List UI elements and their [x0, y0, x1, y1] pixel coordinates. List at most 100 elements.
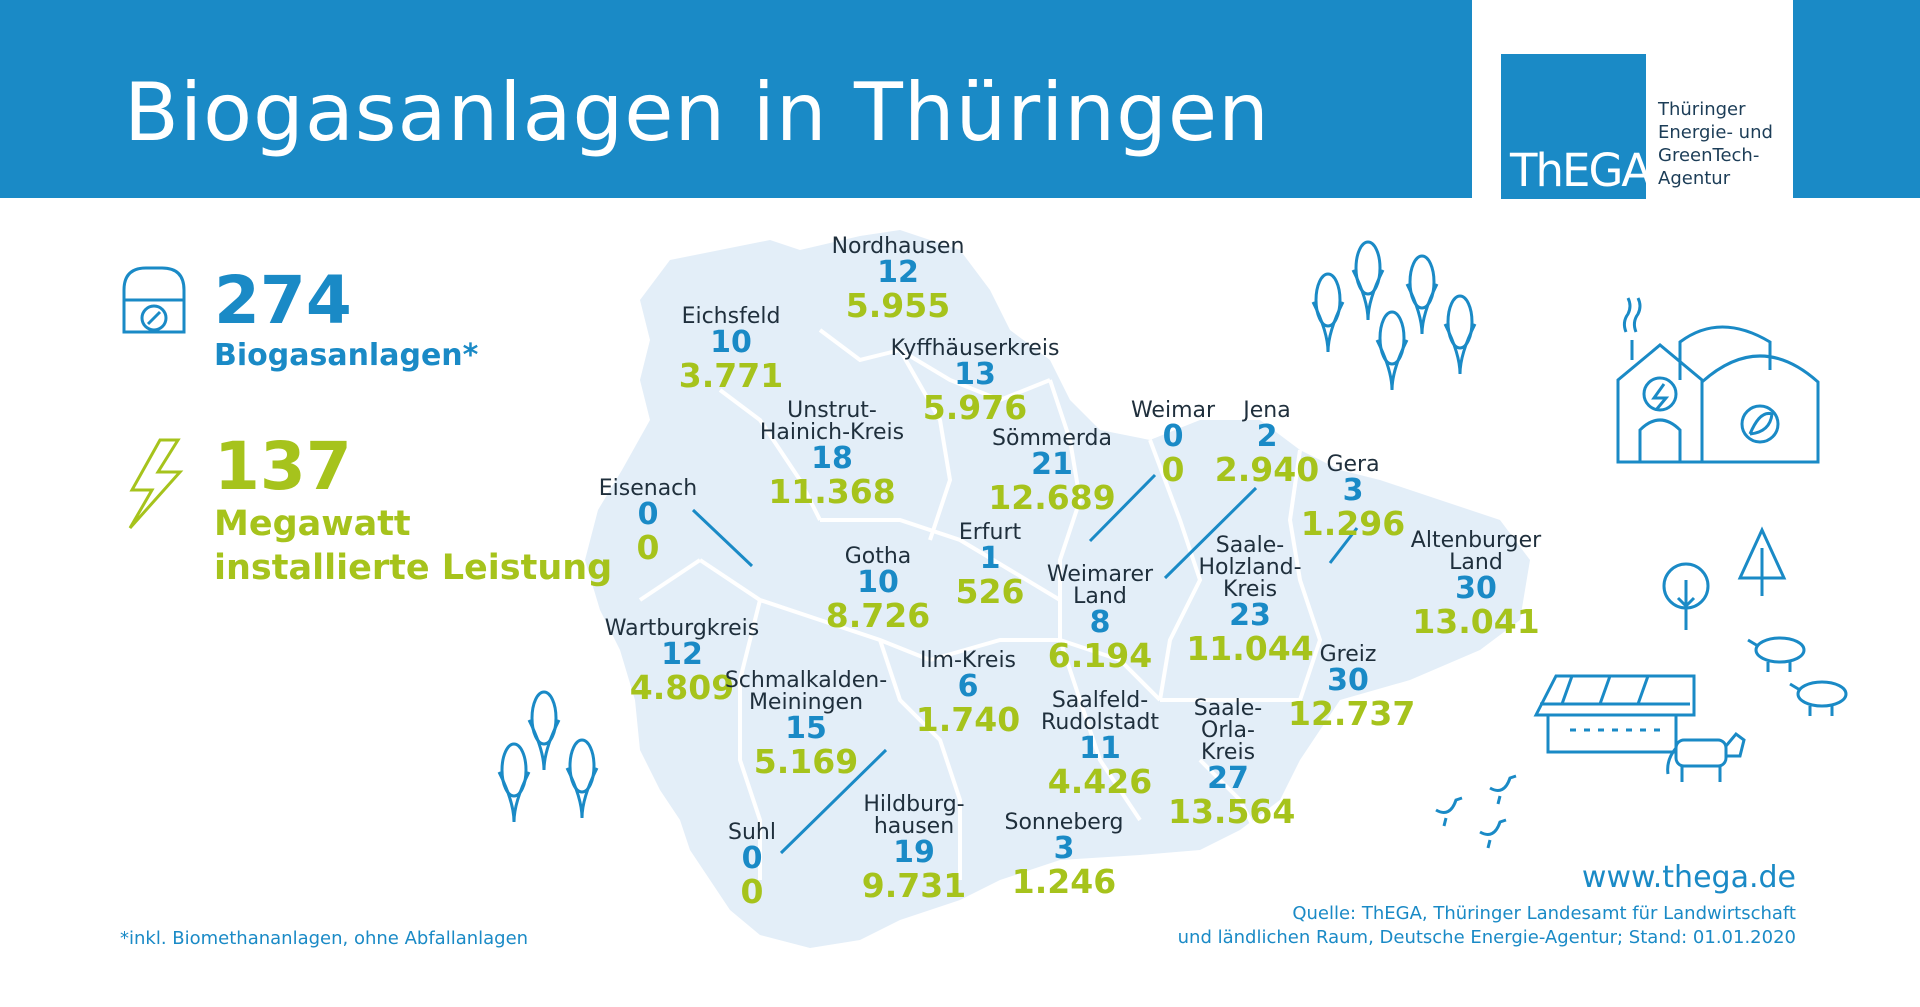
source-text: Quelle: ThEGA, Thüringer Landesamt für L…	[1178, 902, 1796, 950]
region-mw: 0	[1161, 450, 1185, 489]
region-name: Wartburgkreis	[604, 616, 760, 641]
region-count: 23	[1229, 598, 1271, 633]
thega-logo[interactable]	[1501, 54, 1646, 199]
region-name: Rudolstadt	[1041, 710, 1159, 735]
region-name: Schmalkalden-	[724, 668, 888, 693]
region-name: Eisenach	[598, 476, 698, 501]
region-mw: 0	[636, 528, 660, 567]
cow-icon	[1666, 731, 1746, 782]
map-shape	[585, 230, 1530, 948]
pig-icon	[1747, 636, 1848, 716]
logo-text-line: GreenTech-	[1658, 145, 1760, 166]
region-mw: 1.740	[915, 700, 1021, 739]
farm-icon	[1533, 674, 1696, 754]
region-mw: 5.955	[845, 286, 951, 325]
region-name: Weimar	[1130, 398, 1216, 423]
leader-lines	[691, 473, 1359, 855]
region-mw: 11.044	[1186, 629, 1314, 668]
region-name: Altenburger	[1410, 528, 1542, 553]
region-saale-orla-kreis: Saale- Orla- Kreis 27 13.564	[1168, 696, 1296, 831]
page-title: Biogasanlagen in Thüringen	[124, 66, 1270, 159]
biogas-plant-icon	[1616, 297, 1820, 464]
tree-icon	[1662, 526, 1787, 630]
region-count: 15	[785, 711, 827, 746]
region-mw: 11.368	[768, 472, 896, 511]
region-mw: 5.976	[922, 388, 1028, 427]
region-name: Kreis	[1222, 577, 1278, 602]
region-name: Ilm-Kreis	[919, 648, 1017, 673]
region-name: Saale-	[1193, 696, 1263, 721]
region-altenburger-land: Altenburger Land 30 13.041	[1396, 530, 1556, 640]
region-mw: 4.809	[629, 668, 735, 707]
region-mw: 6.194	[1047, 636, 1153, 675]
region-name: Jena	[1243, 398, 1291, 423]
region-name: Meiningen	[748, 690, 864, 715]
source-line: Quelle: ThEGA, Thüringer Landesamt für L…	[1292, 903, 1796, 924]
region-name: Greiz	[1319, 642, 1377, 667]
region-mw: 4.426	[1047, 762, 1153, 801]
mw-total: 137	[214, 428, 352, 505]
website-link[interactable]: www.thega.de	[1581, 860, 1796, 895]
region-weimarer-land: Weimarer Land 8 6.194	[1040, 564, 1160, 674]
region-mw: 5.169	[753, 742, 859, 781]
region-mw: 1.296	[1300, 504, 1406, 543]
region-erfurt: Erfurt 1 526	[930, 522, 1050, 610]
logo-subtitle: Thüringer Energie- und GreenTech- Agentu…	[1658, 98, 1773, 190]
region-count: 13	[954, 357, 996, 392]
region-jena: Jena 2 2.940	[1207, 400, 1327, 488]
chicken-icon	[1435, 774, 1517, 849]
lightning-icon	[128, 438, 184, 529]
region-name: Unstrut-	[787, 398, 877, 423]
logo-word: ThEGA	[1510, 144, 1652, 197]
region-count: 3	[1053, 831, 1075, 866]
footnote: *inkl. Biomethananlagen, ohne Abfallanla…	[120, 928, 529, 949]
region-count: 0	[637, 497, 659, 532]
region-mw: 2.940	[1214, 450, 1320, 489]
region-count: 30	[1327, 663, 1369, 698]
region-count: 0	[1162, 419, 1184, 454]
region-saale-holzland-kreis: Saale- Holzland- Kreis 23 11.044	[1180, 535, 1320, 667]
mw-label-1: Megawatt	[214, 504, 411, 544]
mw-label-2: installierte Leistung	[214, 548, 613, 588]
region-mw: 12.689	[988, 478, 1116, 517]
logo-text-line: Agentur	[1658, 168, 1731, 189]
logo-text-line: Thüringer	[1658, 99, 1746, 120]
region-name: Weimarer	[1046, 562, 1154, 587]
region-kyffhaeuserkreis: Kyffhäuserkreis 13 5.976	[850, 338, 1100, 426]
region-count: 1	[979, 541, 1001, 576]
logo-text-line: Energie- und	[1658, 122, 1773, 143]
region-eisenach: Eisenach 0 0	[588, 478, 708, 566]
region-gera: Gera 3 1.296	[1293, 454, 1413, 542]
region-name: Kreis	[1200, 740, 1256, 765]
region-name: Land	[1449, 550, 1503, 575]
region-count: 12	[877, 255, 919, 290]
region-name: Gera	[1326, 452, 1380, 477]
region-count: 2	[1256, 419, 1278, 454]
region-mw: 526	[955, 572, 1025, 611]
region-count: 18	[811, 441, 853, 476]
region-nordhausen: Nordhausen 12 5.955	[798, 236, 998, 324]
region-eichsfeld: Eichsfeld 10 3.771	[631, 306, 831, 394]
region-gotha: Gotha 10 8.726	[778, 546, 978, 634]
region-mw: 12.737	[1288, 694, 1416, 733]
region-name: Erfurt	[958, 520, 1022, 545]
region-name: Holzland-	[1198, 555, 1302, 580]
region-mw: 9.731	[861, 866, 967, 905]
plants-label: Biogasanlagen*	[214, 338, 479, 373]
region-count: 6	[957, 669, 979, 704]
region-schmalkalden-meiningen: Schmalkalden- Meiningen 15 5.169	[706, 670, 906, 780]
region-soemmerda: Sömmerda 21 12.689	[952, 428, 1152, 516]
corn-icon	[1311, 240, 1477, 391]
region-name: Hainich-Kreis	[759, 420, 905, 445]
region-mw: 8.726	[825, 596, 931, 635]
region-mw: 13.041	[1412, 602, 1540, 641]
region-name: Sömmerda	[992, 426, 1112, 451]
region-name: Saalfeld-	[1051, 688, 1149, 713]
region-hildburghausen: Hildburg- hausen 19 9.731	[846, 794, 982, 904]
region-saalfeld-rudolstadt: Saalfeld- Rudolstadt 11 4.426	[1030, 690, 1170, 800]
region-suhl: Suhl 0 0	[712, 822, 792, 910]
region-sonneberg: Sonneberg 3 1.246	[984, 812, 1144, 900]
region-count: 3	[1342, 473, 1364, 508]
region-mw: 13.564	[1168, 792, 1296, 831]
